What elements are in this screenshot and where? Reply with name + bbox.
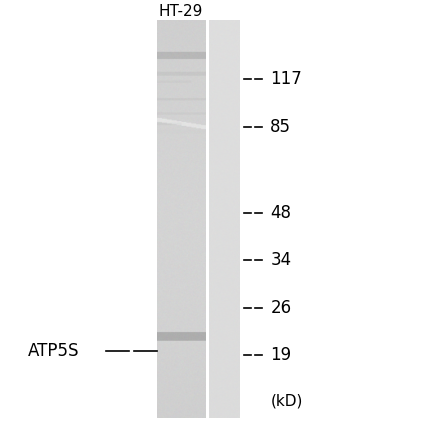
Text: 117: 117 xyxy=(270,70,302,88)
Text: (kD): (kD) xyxy=(270,393,303,408)
Text: HT-29: HT-29 xyxy=(158,4,203,19)
Text: 26: 26 xyxy=(270,299,291,317)
Text: 85: 85 xyxy=(270,118,291,136)
Text: 48: 48 xyxy=(270,204,291,222)
Text: 34: 34 xyxy=(270,251,291,269)
Text: 19: 19 xyxy=(270,347,291,364)
Text: ATP5S: ATP5S xyxy=(28,342,79,360)
